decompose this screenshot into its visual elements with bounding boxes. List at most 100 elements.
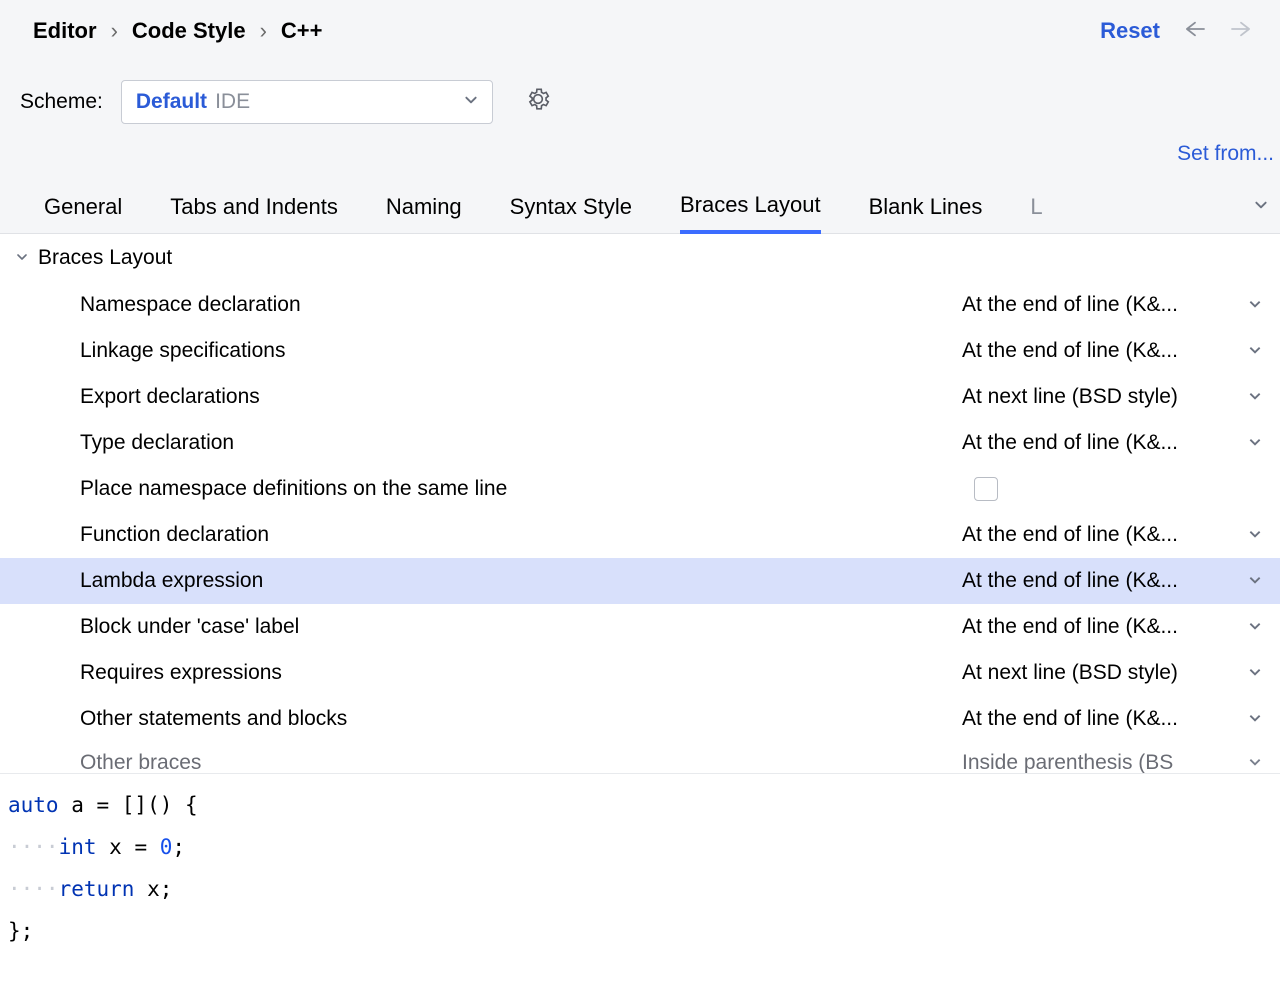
code-keyword: auto [8, 793, 59, 817]
whitespace-dots: ···· [8, 877, 59, 901]
setting-value-text: At the end of line (K&... [962, 569, 1178, 593]
setting-value-dropdown[interactable]: At next line (BSD style) [962, 661, 1262, 685]
setting-label: Requires expressions [80, 661, 962, 685]
scheme-value-default: Default [136, 90, 207, 114]
setting-checkbox-wrap [962, 477, 1262, 501]
tabs-bar: General Tabs and Indents Naming Syntax S… [0, 174, 1280, 234]
breadcrumb-cpp[interactable]: C++ [281, 18, 323, 44]
setting-label: Type declaration [80, 431, 962, 455]
code-preview: auto a = []() { ····int x = 0; ····retur… [0, 774, 1280, 952]
scheme-value-suffix: IDE [215, 90, 464, 114]
chevron-down-icon [1248, 573, 1262, 590]
row-block-under-case[interactable]: Block under 'case' label At the end of l… [0, 604, 1280, 650]
chevron-down-icon [1248, 527, 1262, 544]
row-requires-expressions[interactable]: Requires expressions At next line (BSD s… [0, 650, 1280, 696]
chevron-right-icon: › [260, 18, 267, 44]
scheme-row: Scheme: Default IDE [0, 44, 1280, 138]
setting-label: Namespace declaration [80, 293, 962, 317]
gear-icon [525, 86, 551, 112]
tab-braces-layout[interactable]: Braces Layout [680, 192, 821, 234]
chevron-down-icon [1248, 665, 1262, 682]
chevron-down-icon [1248, 297, 1262, 314]
setting-label: Other statements and blocks [80, 707, 962, 731]
setting-value-text: Inside parenthesis (BS [962, 751, 1173, 774]
chevron-down-icon [1248, 755, 1262, 772]
code-keyword: int [59, 835, 97, 859]
setting-value-dropdown[interactable]: At next line (BSD style) [962, 385, 1262, 409]
tab-syntax-style[interactable]: Syntax Style [510, 194, 632, 232]
setting-value-dropdown[interactable]: At the end of line (K&... [962, 523, 1262, 547]
chevron-down-icon [464, 91, 478, 113]
setting-label: Block under 'case' label [80, 615, 962, 639]
row-place-namespace-same-line[interactable]: Place namespace definitions on the same … [0, 466, 1280, 512]
code-keyword: return [59, 877, 135, 901]
chevron-down-icon [16, 251, 28, 266]
setting-label: Lambda expression [80, 569, 962, 593]
code-text: ; [172, 835, 185, 859]
setfrom-row: Set from... [0, 138, 1280, 174]
setting-value-dropdown[interactable]: At the end of line (K&... [962, 569, 1262, 593]
chevron-down-icon [1248, 711, 1262, 728]
code-text: }; [8, 919, 33, 943]
whitespace-dots: ···· [8, 835, 59, 859]
setting-value-dropdown[interactable]: At the end of line (K&... [962, 293, 1262, 317]
setting-value-text: At the end of line (K&... [962, 293, 1178, 317]
setting-value-dropdown[interactable]: At the end of line (K&... [962, 615, 1262, 639]
scheme-dropdown[interactable]: Default IDE [121, 80, 493, 124]
chevron-right-icon: › [111, 18, 118, 44]
scheme-settings-button[interactable] [525, 86, 551, 118]
chevron-down-icon [1248, 435, 1262, 452]
row-export-declarations[interactable]: Export declarations At next line (BSD st… [0, 374, 1280, 420]
settings-panel: Braces Layout Namespace declaration At t… [0, 234, 1280, 774]
setting-label: Export declarations [80, 385, 962, 409]
scheme-label: Scheme: [20, 90, 103, 114]
setting-value-text: At next line (BSD style) [962, 661, 1178, 685]
setting-value-text: At the end of line (K&... [962, 523, 1178, 547]
code-number: 0 [160, 835, 173, 859]
header-bar: Editor › Code Style › C++ Reset [0, 0, 1280, 44]
setting-label: Place namespace definitions on the same … [80, 477, 962, 501]
chevron-down-icon [1248, 343, 1262, 360]
setting-label: Linkage specifications [80, 339, 962, 363]
breadcrumb-codestyle[interactable]: Code Style [132, 18, 246, 44]
back-arrow-icon[interactable] [1184, 20, 1206, 43]
setting-value-text: At next line (BSD style) [962, 385, 1178, 409]
setting-label: Function declaration [80, 523, 962, 547]
section-title: Braces Layout [38, 246, 172, 270]
row-type-declaration[interactable]: Type declaration At the end of line (K&.… [0, 420, 1280, 466]
breadcrumb-editor[interactable]: Editor [33, 18, 97, 44]
code-text: x; [134, 877, 172, 901]
forward-arrow-icon[interactable] [1230, 20, 1252, 43]
row-linkage-specifications[interactable]: Linkage specifications At the end of lin… [0, 328, 1280, 374]
breadcrumb: Editor › Code Style › C++ [33, 18, 323, 44]
setting-value-dropdown[interactable]: At the end of line (K&... [962, 431, 1262, 455]
setting-value-text: At the end of line (K&... [962, 615, 1178, 639]
reset-button[interactable]: Reset [1100, 18, 1160, 44]
row-namespace-declaration[interactable]: Namespace declaration At the end of line… [0, 282, 1280, 328]
setting-value-text: At the end of line (K&... [962, 431, 1178, 455]
setting-value-dropdown[interactable]: At the end of line (K&... [962, 339, 1262, 363]
chevron-down-icon [1248, 619, 1262, 636]
header-actions: Reset [1100, 18, 1252, 44]
setting-value-dropdown[interactable]: At the end of line (K&... [962, 707, 1262, 731]
tab-general[interactable]: General [44, 194, 122, 232]
setting-value-text: At the end of line (K&... [962, 339, 1178, 363]
tab-tabs-indents[interactable]: Tabs and Indents [170, 194, 338, 232]
row-other-statements-blocks[interactable]: Other statements and blocks At the end o… [0, 696, 1280, 742]
set-from-link[interactable]: Set from... [1177, 142, 1274, 166]
tabs-expand-icon[interactable] [1254, 196, 1268, 230]
row-other-braces[interactable]: Other braces Inside parenthesis (BS [0, 742, 1280, 774]
tab-naming[interactable]: Naming [386, 194, 462, 232]
setting-value-dropdown[interactable]: Inside parenthesis (BS [962, 751, 1262, 774]
code-text: a = []() { [59, 793, 198, 817]
tab-overflow[interactable]: L [1030, 194, 1042, 232]
setting-label: Other braces [80, 751, 962, 774]
code-text: x = [97, 835, 160, 859]
setting-value-text: At the end of line (K&... [962, 707, 1178, 731]
section-braces-layout[interactable]: Braces Layout [0, 234, 1280, 282]
tab-blank-lines[interactable]: Blank Lines [869, 194, 983, 232]
row-lambda-expression[interactable]: Lambda expression At the end of line (K&… [0, 558, 1280, 604]
row-function-declaration[interactable]: Function declaration At the end of line … [0, 512, 1280, 558]
chevron-down-icon [1248, 389, 1262, 406]
checkbox[interactable] [974, 477, 998, 501]
